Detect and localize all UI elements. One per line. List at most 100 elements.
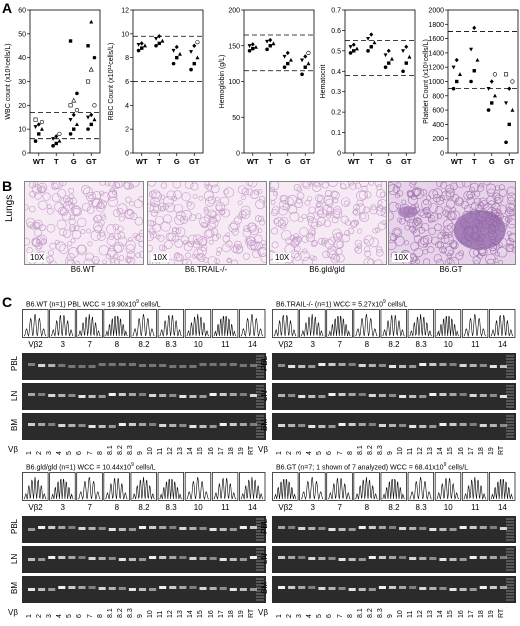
data-point <box>195 40 200 45</box>
vbeta-lane-number: 2 <box>286 614 294 618</box>
x-category-label: G <box>386 157 392 166</box>
gel-band <box>328 393 336 396</box>
y-tick-label: 0.3 <box>331 89 341 96</box>
histogram-trace <box>213 478 237 500</box>
vbeta-family-label: 3 <box>310 340 315 349</box>
x-category-label: WT <box>136 157 148 166</box>
data-point <box>282 54 287 59</box>
gel-band <box>429 425 437 428</box>
gel-band <box>338 423 346 426</box>
gel-image <box>272 576 516 603</box>
gel-band <box>68 394 76 397</box>
gel-band <box>108 528 116 531</box>
data-point <box>36 122 41 127</box>
gel-band <box>278 556 286 559</box>
vbeta-family-label: 7 <box>87 503 92 512</box>
gel-band <box>98 363 106 366</box>
histogram-box <box>353 309 380 338</box>
gel-band <box>338 558 346 561</box>
gel-band <box>128 363 136 366</box>
gel-band <box>169 424 177 427</box>
vbeta-lane-number: 17 <box>467 610 475 618</box>
vbeta-lane-number: 3 <box>296 451 304 455</box>
gel-band <box>328 528 336 531</box>
gel-band <box>318 527 326 530</box>
y-tick-label: 60 <box>18 8 26 15</box>
gel-band <box>219 363 227 366</box>
data-point <box>265 39 270 44</box>
vbeta-family-label: 8 <box>114 503 120 512</box>
gel-band <box>298 424 306 427</box>
gel-band <box>88 425 96 428</box>
vbeta-family-label: Vβ2 <box>28 503 43 512</box>
data-point <box>286 61 290 66</box>
data-point <box>154 43 158 48</box>
gel-band <box>338 528 346 531</box>
data-point <box>268 37 273 43</box>
gel-band <box>239 526 247 529</box>
gel-band <box>348 528 356 531</box>
data-point <box>507 122 511 127</box>
gel-band <box>479 424 487 427</box>
vbeta-lane-number: 4 <box>306 451 314 455</box>
data-point <box>504 101 509 106</box>
gel-band <box>388 526 397 529</box>
gel-band <box>108 363 116 366</box>
gel-band <box>388 424 397 427</box>
data-point <box>383 53 388 58</box>
gel-band <box>378 556 386 559</box>
vbeta-lane-number: 6 <box>76 614 84 618</box>
vbeta-lane-number: 9 <box>136 451 144 455</box>
gel-band <box>358 393 366 396</box>
vbeta-family-label: 11 <box>221 503 230 512</box>
data-point <box>472 69 476 73</box>
gel-band <box>128 588 136 591</box>
vbeta-lane-number: 16 <box>457 447 465 455</box>
vbeta-lane-number: 8 <box>346 614 354 618</box>
histogram-box <box>299 472 326 501</box>
vbeta-lane-number: 13 <box>427 447 435 455</box>
histogram-trace <box>382 315 405 337</box>
gel-band <box>308 395 316 398</box>
gel-band <box>68 586 76 589</box>
data-point <box>288 57 293 62</box>
gel-band <box>38 588 46 591</box>
x-category-label: G <box>489 157 495 166</box>
gel-band <box>128 528 136 531</box>
x-category-label: WT <box>33 157 45 166</box>
gel-band <box>489 586 497 589</box>
data-point <box>366 37 371 41</box>
vbeta-lane-number: 18 <box>227 447 235 455</box>
gel-band <box>88 365 96 368</box>
gel-band <box>189 395 197 398</box>
gel-band <box>419 395 427 398</box>
gel-band <box>298 527 306 530</box>
gel-band <box>469 394 477 397</box>
vbeta-lane-number: 13 <box>177 610 185 618</box>
vbeta-lane-number: 14 <box>187 610 195 618</box>
gel-band <box>209 557 217 560</box>
gel-band <box>149 556 157 559</box>
data-point <box>174 44 179 50</box>
gel-band <box>308 425 316 428</box>
gel-band <box>348 423 356 426</box>
gel-band <box>338 393 346 396</box>
data-point <box>268 44 272 48</box>
data-point <box>89 122 93 127</box>
gel-band <box>189 527 197 530</box>
histogram-box <box>184 472 212 501</box>
gel-band <box>78 395 86 398</box>
gel-band <box>219 528 227 531</box>
gel-band <box>28 423 36 426</box>
gel-band <box>199 395 207 398</box>
gel-title: B6.GT (n=7; 1 shown of 7 analyzed) WCC =… <box>276 462 469 472</box>
data-point <box>492 93 497 98</box>
gel-band <box>159 424 167 427</box>
gel-band <box>388 394 397 397</box>
vbeta-lane-number: 5 <box>66 451 74 455</box>
data-point <box>86 79 91 84</box>
gel-band <box>229 588 237 591</box>
vbeta-lane-number: 5 <box>316 451 324 455</box>
vbeta-lane-number: 9 <box>386 451 394 455</box>
gel-band <box>179 586 187 589</box>
